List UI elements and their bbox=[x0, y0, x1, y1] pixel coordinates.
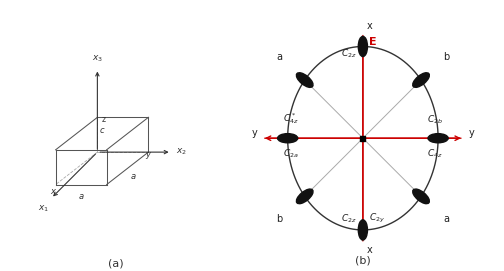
Ellipse shape bbox=[413, 189, 429, 204]
Text: x: x bbox=[366, 21, 372, 31]
Text: c: c bbox=[100, 125, 104, 135]
Text: y: y bbox=[251, 128, 258, 138]
Ellipse shape bbox=[428, 134, 448, 143]
Text: z: z bbox=[102, 115, 106, 124]
Bar bbox=[360, 136, 365, 141]
Ellipse shape bbox=[413, 73, 429, 87]
Ellipse shape bbox=[278, 134, 298, 143]
Text: $C_{2a}$: $C_{2a}$ bbox=[283, 147, 299, 160]
Text: (b): (b) bbox=[355, 256, 371, 266]
Text: $C_{2y}$: $C_{2y}$ bbox=[369, 212, 386, 225]
Text: a: a bbox=[276, 53, 282, 63]
Text: $C_{2z}$: $C_{2z}$ bbox=[341, 48, 356, 60]
Text: x: x bbox=[366, 245, 372, 255]
Text: $x_2$: $x_2$ bbox=[176, 147, 187, 157]
Text: a: a bbox=[79, 192, 84, 201]
Text: $C_{4z}$: $C_{4z}$ bbox=[427, 147, 443, 160]
Text: y: y bbox=[146, 150, 151, 159]
Text: (a): (a) bbox=[108, 259, 124, 269]
Text: b: b bbox=[444, 53, 450, 63]
Ellipse shape bbox=[358, 220, 367, 240]
Text: E: E bbox=[369, 37, 377, 47]
Text: $C_{4z}^*$: $C_{4z}^*$ bbox=[283, 111, 299, 126]
Text: $C_{2z}$: $C_{2z}$ bbox=[341, 213, 356, 225]
Text: y: y bbox=[468, 128, 474, 138]
Ellipse shape bbox=[296, 73, 313, 87]
Ellipse shape bbox=[358, 36, 367, 57]
Ellipse shape bbox=[296, 189, 313, 204]
Text: $x_3$: $x_3$ bbox=[92, 53, 103, 64]
Text: b: b bbox=[276, 214, 282, 224]
Text: $C_{2b}$: $C_{2b}$ bbox=[427, 114, 443, 126]
Text: a: a bbox=[131, 172, 136, 181]
Text: $x_1$: $x_1$ bbox=[38, 203, 49, 214]
Text: a: a bbox=[444, 214, 450, 224]
Text: x: x bbox=[50, 187, 55, 196]
